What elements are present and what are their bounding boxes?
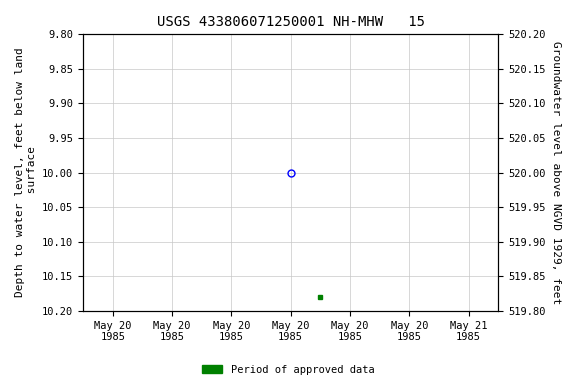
- Legend: Period of approved data: Period of approved data: [198, 361, 378, 379]
- Title: USGS 433806071250001 NH-MHW   15: USGS 433806071250001 NH-MHW 15: [157, 15, 425, 29]
- Y-axis label: Groundwater level above NGVD 1929, feet: Groundwater level above NGVD 1929, feet: [551, 41, 561, 304]
- Y-axis label: Depth to water level, feet below land
 surface: Depth to water level, feet below land su…: [15, 48, 37, 298]
